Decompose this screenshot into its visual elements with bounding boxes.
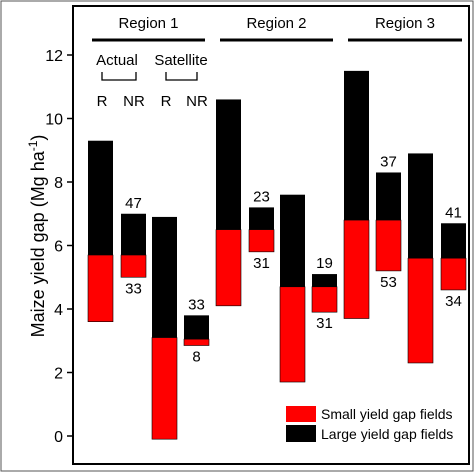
legend-label-large: Large yield gap fields [321, 426, 453, 442]
bar-bottom-label: 31 [253, 255, 270, 272]
bar-large-segment [249, 207, 274, 230]
source-label: Actual [96, 52, 138, 69]
bar-large-segment [312, 274, 337, 287]
bar-small-segment [151, 337, 178, 440]
bar-large-segment [216, 99, 241, 230]
bar-small-segment [279, 286, 306, 383]
y-tick-label: 10 [45, 112, 63, 129]
annotations: 47 33 33 8 23 31 19 31 37 53 41 34 [125, 153, 462, 365]
bar-small-segment [343, 219, 370, 319]
bar-large-segment [280, 194, 305, 287]
region-label: Region 3 [375, 15, 435, 32]
source-label: Satellite [154, 52, 207, 69]
bar-bottom-label: 33 [125, 280, 142, 297]
region-label: Region 2 [246, 15, 306, 32]
y-axis-title: Maize yield gap (Mg ha-1) [26, 135, 48, 338]
bar-small-segment [375, 219, 402, 272]
y-tick-label: 12 [45, 48, 63, 65]
y-tick-label: 0 [54, 429, 63, 446]
region-label: Region 1 [118, 15, 178, 32]
y-tick-label: 4 [54, 302, 63, 319]
legend: Small yield gap fields Large yield gap f… [286, 406, 453, 442]
bar-bottom-label: 34 [445, 293, 462, 310]
bar-large-segment [88, 140, 113, 256]
y-tick-label: 2 [54, 366, 63, 383]
bar-bottom-label: 31 [316, 315, 333, 332]
bar-bottom-label: 8 [192, 349, 200, 366]
source-bracket [101, 72, 137, 81]
bar-small-segment [407, 257, 434, 364]
bar-large-segment [184, 315, 209, 340]
bar-top-label: 23 [253, 188, 270, 205]
bar-small-segment [87, 254, 114, 322]
y-axis-title-main: Maize yield gap (Mg ha [28, 150, 48, 337]
bar-large-segment [344, 70, 369, 221]
y-tick-label: 8 [54, 175, 63, 192]
bar-large-segment [121, 213, 146, 256]
y-axis: 0 2 4 6 8 10 12 [45, 48, 73, 446]
plot-area [72, 5, 470, 465]
region-headers: Region 1 Region 2 Region 3 Actual Satellite R… [92, 15, 462, 110]
legend-label-small: Small yield gap fields [321, 406, 453, 422]
bar-bottom-label: 53 [380, 274, 397, 291]
bars [87, 70, 467, 440]
bar-large-segment [152, 216, 177, 338]
bar-large-segment [441, 223, 466, 259]
bar-small-segment [215, 229, 242, 307]
y-axis-title-tail: ) [28, 135, 48, 141]
bar-small-segment [311, 286, 338, 313]
legend-swatch-small [286, 406, 316, 422]
category-label: R [161, 93, 172, 110]
bar-small-segment [248, 229, 275, 253]
source-bracket [165, 72, 198, 81]
category-label: NR [123, 93, 145, 110]
legend-swatch-large [286, 425, 316, 442]
category-label: NR [186, 93, 208, 110]
bar-top-label: 33 [188, 296, 205, 313]
bar-large-segment [408, 153, 433, 259]
bar-small-segment [120, 254, 147, 278]
bar-small-segment [440, 257, 467, 291]
y-axis-title-sup: -1 [26, 140, 40, 151]
bar-small-segment [183, 338, 210, 346]
bar-top-label: 37 [380, 153, 397, 170]
y-tick-label: 6 [54, 239, 63, 256]
bar-top-label: 47 [125, 195, 142, 212]
bar-large-segment [376, 172, 401, 221]
bar-top-label: 19 [316, 255, 333, 272]
bar-top-label: 41 [445, 204, 462, 221]
category-label: R [97, 93, 108, 110]
